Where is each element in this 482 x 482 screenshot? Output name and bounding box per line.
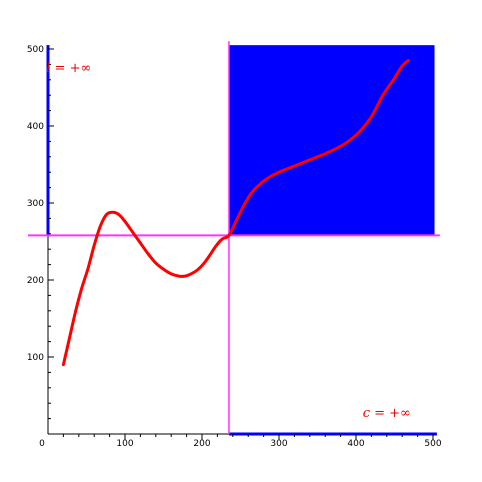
x-tick-label: 200 — [193, 439, 210, 449]
x-tick-label: 300 — [270, 439, 287, 449]
y-tick-label: 100 — [27, 353, 44, 363]
annotations-layer: l = +∞ c = +∞ — [46, 61, 411, 421]
y-tick-label: 400 — [27, 122, 44, 132]
shaded-region — [228, 45, 435, 236]
series-layer — [61, 59, 410, 367]
y-tick-label: 200 — [27, 276, 44, 286]
axes-layer — [46, 45, 437, 440]
x-tick-label: 400 — [347, 439, 364, 449]
y-tick-label: 500 — [27, 45, 44, 55]
tick-labels-layer: 0 100 200 300 400 500 100 200 300 400 500 — [27, 45, 442, 449]
x-tick-label: 500 — [424, 439, 441, 449]
x-tick-label: 100 — [116, 439, 133, 449]
y-tick-label: 300 — [27, 199, 44, 209]
annotation-label: c = +∞ — [363, 406, 411, 421]
shaded-region-layer — [228, 45, 435, 236]
annotation-label: l = +∞ — [46, 61, 91, 76]
x-tick-label: 0 — [39, 439, 45, 449]
series-line — [61, 59, 410, 367]
